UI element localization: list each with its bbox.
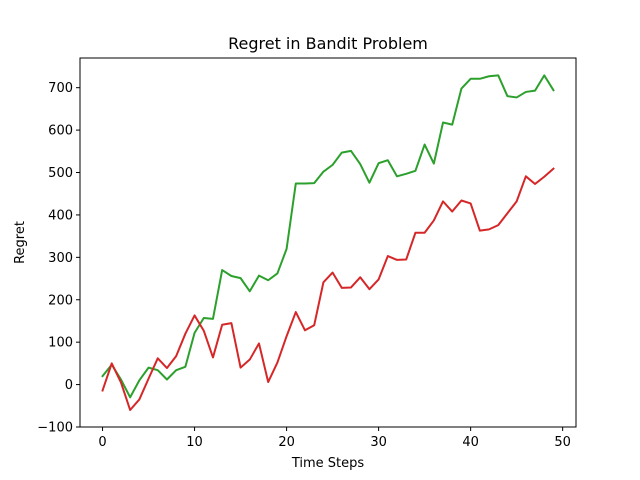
y-tick-label: −100 [37, 421, 73, 436]
y-tick-label: 300 [48, 251, 73, 266]
plot-frame [79, 57, 577, 428]
series-layer [101, 74, 555, 412]
x-tick-label: 20 [278, 435, 295, 450]
y-tick-label: 0 [65, 378, 73, 393]
x-tick-label: 10 [186, 435, 203, 450]
x-tick-label: 0 [98, 435, 106, 450]
x-tick-label: 50 [554, 435, 571, 450]
axes-layer: 0 10 20 30 40 50 −100 0 100 200 300 400 500 600 700 [37, 57, 577, 450]
x-tick-label: 30 [370, 435, 387, 450]
y-tick-label: 200 [48, 293, 73, 308]
series-line-2 [101, 167, 555, 412]
y-tick-label: 700 [48, 81, 73, 96]
plot-area [80, 58, 576, 427]
y-tick-label: 600 [48, 124, 73, 139]
y-tick-label: 400 [48, 208, 73, 223]
x-tick-label: 40 [462, 435, 479, 450]
chart-title: Regret in Bandit Problem [228, 34, 428, 53]
y-tick-label: 500 [48, 166, 73, 181]
x-axis-label: Time Steps [291, 456, 365, 471]
y-tick-label: 100 [48, 336, 73, 351]
y-axis-label: Regret [13, 221, 28, 264]
series-line-1 [101, 74, 555, 399]
